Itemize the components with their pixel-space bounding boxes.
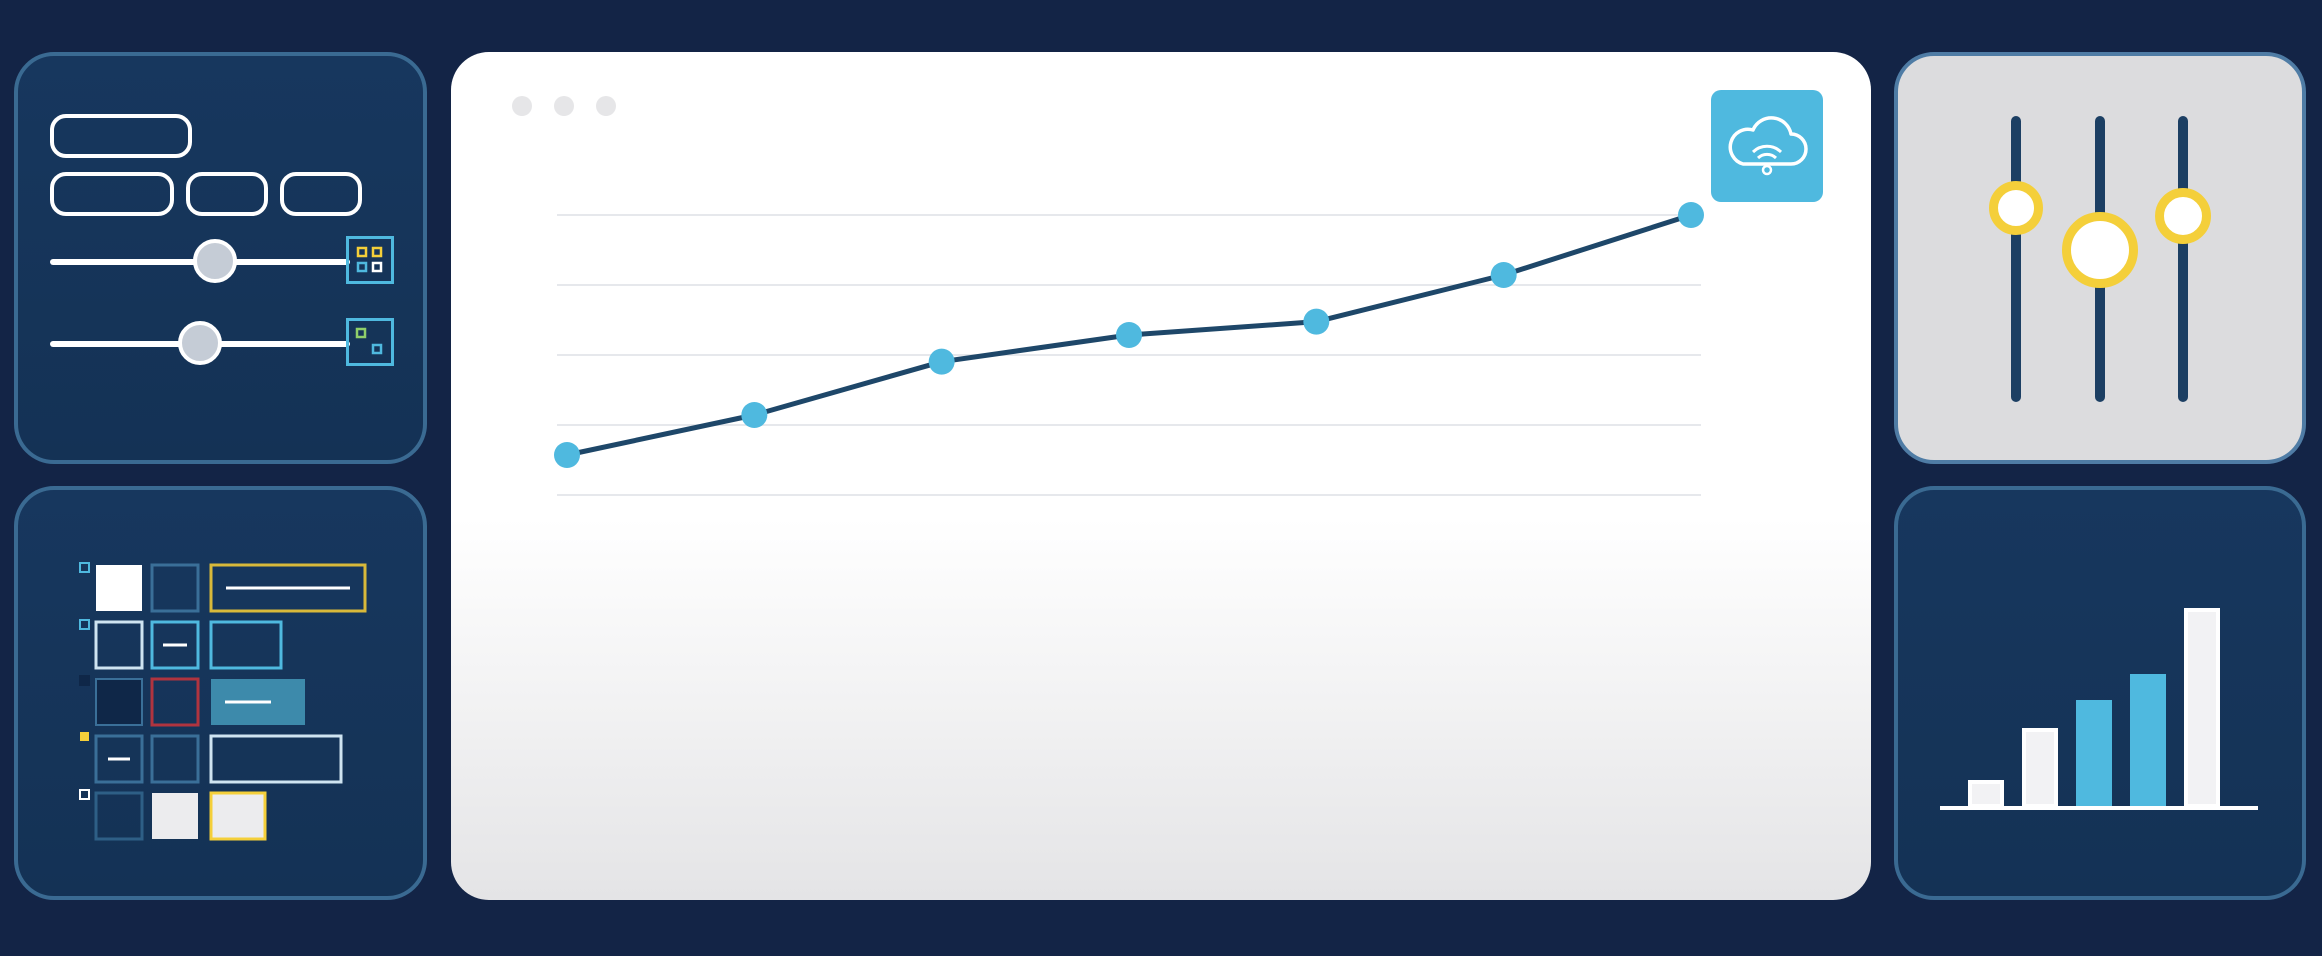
form-cell [96, 565, 142, 611]
field-button-wide[interactable] [50, 114, 192, 158]
fader-track [2178, 116, 2188, 402]
data-point[interactable] [1116, 322, 1142, 348]
fader-knob[interactable] [2155, 188, 2211, 245]
row-marker [79, 562, 90, 573]
bar-chart [1968, 608, 2220, 808]
grid-widget-icon[interactable] [346, 236, 394, 284]
fader-knob[interactable] [1989, 180, 2043, 235]
data-point[interactable] [1678, 202, 1704, 228]
field-button-small-2[interactable] [280, 172, 362, 216]
data-point[interactable] [928, 348, 955, 375]
form-grid [79, 562, 367, 841]
form-cell [150, 563, 200, 613]
form-cell [95, 678, 143, 726]
line-chart [554, 202, 1704, 496]
form-cell [94, 734, 144, 784]
cloud-wifi-icon[interactable] [1711, 90, 1823, 202]
data-point[interactable] [554, 442, 580, 468]
form-field [209, 620, 283, 670]
bar [2130, 674, 2166, 808]
row-marker [79, 619, 90, 630]
data-point[interactable] [1490, 262, 1517, 288]
bar-chart-panel [1894, 486, 2306, 900]
chart-window [451, 52, 1871, 900]
fader-track [2011, 116, 2021, 402]
field-button-medium[interactable] [50, 172, 174, 216]
slider-1[interactable] [50, 230, 350, 290]
bar-chart-baseline [1940, 806, 2258, 810]
form-cell [150, 677, 200, 727]
bar [2184, 608, 2220, 808]
form-cell [94, 620, 144, 670]
mixer-panel [1894, 52, 2306, 464]
bar [1968, 780, 2004, 808]
window-dot-2[interactable] [554, 96, 574, 116]
field-button-small[interactable] [186, 172, 268, 216]
bar [2076, 700, 2112, 808]
row-marker [79, 675, 90, 686]
row-marker [79, 789, 90, 800]
controls-panel [14, 52, 427, 464]
slider-thumb[interactable] [193, 239, 237, 283]
data-point[interactable] [1303, 308, 1330, 335]
form-cell [152, 793, 198, 839]
bar [2022, 728, 2058, 808]
data-point[interactable] [741, 402, 768, 428]
chart-gridlines [557, 214, 1701, 496]
form-field [209, 734, 343, 784]
row-marker [80, 732, 89, 741]
slider-thumb[interactable] [178, 321, 222, 365]
form-panel [14, 486, 427, 900]
form-field [209, 563, 367, 613]
corner-widget-icon[interactable] [346, 318, 394, 366]
form-cell [150, 734, 200, 784]
window-dot-3[interactable] [596, 96, 616, 116]
fader-knob[interactable] [2062, 212, 2138, 289]
form-field [209, 791, 267, 841]
form-cell [150, 620, 200, 670]
slider-2[interactable] [50, 312, 350, 372]
form-cell [94, 791, 144, 841]
window-dot-1[interactable] [512, 96, 532, 116]
